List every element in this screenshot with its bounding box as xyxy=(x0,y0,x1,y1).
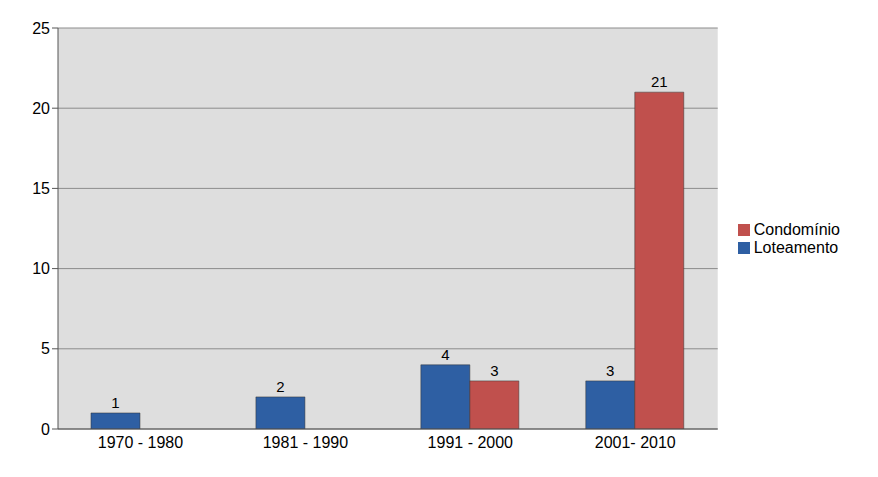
svg-text:2001- 2010: 2001- 2010 xyxy=(595,434,676,451)
svg-text:21: 21 xyxy=(651,73,668,90)
svg-text:20: 20 xyxy=(32,100,50,117)
svg-text:2: 2 xyxy=(276,378,284,395)
svg-text:5: 5 xyxy=(41,340,50,357)
html-text:Condomínio: Condomínio xyxy=(753,220,840,238)
svg-text:1: 1 xyxy=(111,394,119,411)
svg-text:1981 - 1990: 1981 - 1990 xyxy=(263,434,349,451)
svg-text:3: 3 xyxy=(606,362,614,379)
svg-text:3: 3 xyxy=(490,362,498,379)
svg-text:10: 10 xyxy=(32,260,50,277)
svg-text:0: 0 xyxy=(41,421,50,438)
svg-text:1970 - 1980: 1970 - 1980 xyxy=(98,434,184,451)
svg-text:4: 4 xyxy=(441,346,449,363)
svg-text:15: 15 xyxy=(32,180,50,197)
svg-text:25: 25 xyxy=(32,20,50,37)
html-text:Loteamento: Loteamento xyxy=(753,238,839,256)
svg-text:1991 - 2000: 1991 - 2000 xyxy=(428,434,514,451)
